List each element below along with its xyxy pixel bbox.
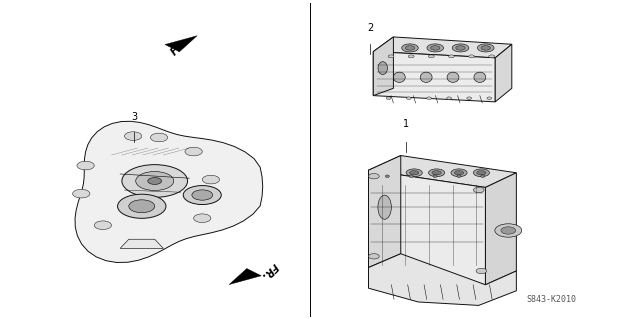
Ellipse shape [489,55,495,58]
Circle shape [474,187,484,193]
Polygon shape [373,37,394,96]
Ellipse shape [378,62,387,75]
Ellipse shape [449,55,454,58]
Circle shape [369,174,380,179]
Ellipse shape [487,97,492,100]
Ellipse shape [402,44,419,52]
Ellipse shape [394,72,405,82]
Circle shape [72,189,90,198]
Circle shape [148,178,162,184]
Circle shape [501,227,516,234]
Polygon shape [165,36,197,52]
Circle shape [77,161,94,170]
Polygon shape [369,170,486,285]
Text: FR.: FR. [169,36,190,57]
Text: FR.: FR. [259,260,280,281]
Polygon shape [229,269,261,285]
Ellipse shape [447,72,459,82]
Ellipse shape [474,169,490,177]
Circle shape [369,254,380,259]
Ellipse shape [477,44,494,52]
Circle shape [202,175,220,184]
Ellipse shape [427,97,431,100]
Polygon shape [373,52,495,102]
Ellipse shape [405,46,415,50]
Ellipse shape [388,55,394,58]
Circle shape [122,165,188,197]
Circle shape [124,132,142,140]
Ellipse shape [481,46,490,50]
Ellipse shape [431,46,440,50]
Ellipse shape [427,44,444,52]
Circle shape [94,221,111,230]
Polygon shape [369,254,516,305]
Ellipse shape [410,171,419,175]
Ellipse shape [378,195,392,219]
Circle shape [476,268,487,274]
Ellipse shape [409,175,413,177]
Ellipse shape [432,171,442,175]
Polygon shape [369,156,401,268]
Ellipse shape [457,175,461,177]
Circle shape [150,133,168,142]
Text: 2: 2 [367,24,373,33]
Ellipse shape [420,72,432,82]
Polygon shape [75,121,262,263]
Circle shape [118,194,166,218]
Ellipse shape [408,55,414,58]
Ellipse shape [429,169,445,177]
Ellipse shape [456,46,465,50]
Circle shape [192,190,212,200]
Ellipse shape [468,55,474,58]
Ellipse shape [477,171,486,175]
Ellipse shape [451,169,467,177]
Ellipse shape [481,175,484,177]
Polygon shape [369,156,516,188]
Ellipse shape [387,97,391,100]
Ellipse shape [428,55,435,58]
Ellipse shape [454,171,464,175]
Text: 3: 3 [131,112,138,122]
Circle shape [183,186,221,204]
Polygon shape [373,37,512,58]
Ellipse shape [452,44,468,52]
Text: S843-K2010: S843-K2010 [527,295,577,304]
Circle shape [136,172,173,190]
Ellipse shape [406,97,411,100]
Circle shape [194,214,211,223]
Ellipse shape [406,169,422,177]
Text: 1: 1 [403,119,410,129]
Polygon shape [495,44,512,102]
Circle shape [185,147,202,156]
Polygon shape [486,173,516,285]
Ellipse shape [467,97,472,100]
Ellipse shape [447,97,451,100]
Circle shape [129,200,155,213]
Ellipse shape [433,175,437,177]
Ellipse shape [474,72,486,82]
Polygon shape [120,239,163,249]
Circle shape [495,224,522,237]
Ellipse shape [385,175,389,177]
